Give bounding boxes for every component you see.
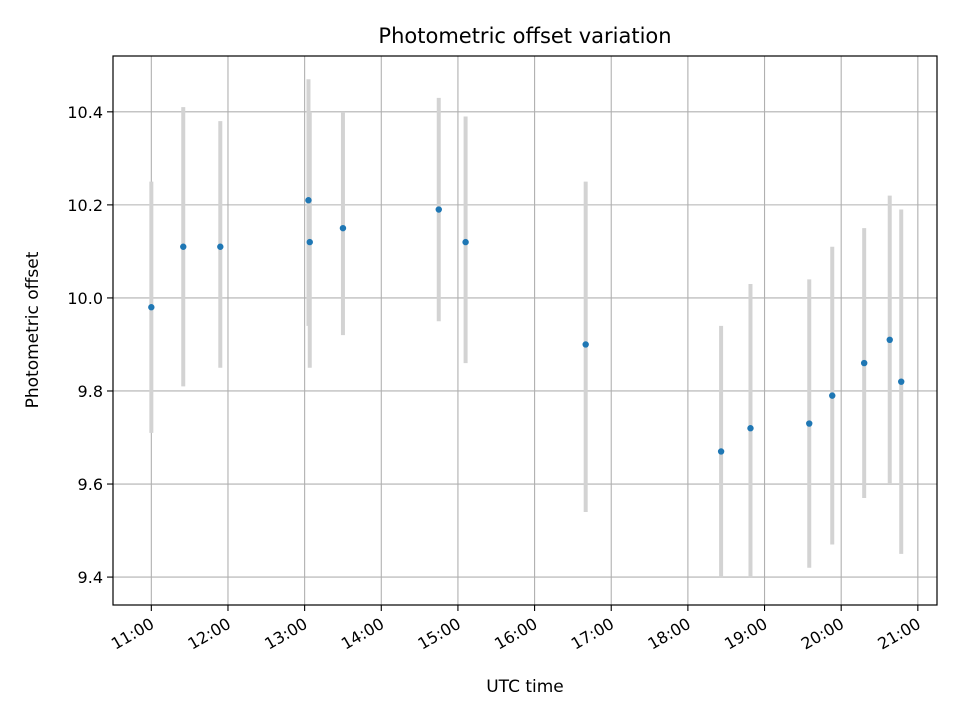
data-point: [435, 206, 442, 213]
grid-layer: [113, 56, 937, 605]
data-point: [306, 238, 313, 246]
y-tick-label: 10.2: [67, 196, 103, 215]
x-axis-label: UTC time: [486, 677, 564, 697]
y-tick-label: 9.6: [78, 475, 103, 494]
data-point: [886, 336, 893, 344]
data-point: [180, 243, 187, 250]
data-point: [860, 359, 868, 367]
data-point: [582, 341, 589, 348]
data-point: [462, 238, 469, 246]
plot-frame: [112, 55, 938, 606]
y-tick-label: 10.4: [67, 103, 103, 122]
data-point: [747, 425, 754, 432]
data-point: [898, 378, 905, 385]
data-point: [148, 304, 155, 311]
point-layer: [148, 197, 905, 455]
data-point: [217, 243, 224, 250]
data-point: [806, 420, 813, 427]
data-point: [717, 448, 725, 455]
data-point: [829, 392, 836, 399]
data-point: [339, 224, 347, 232]
y-tick-label: 9.8: [78, 382, 103, 401]
data-point: [305, 197, 312, 204]
y-axis-label: Photometric offset: [23, 251, 43, 408]
y-tick-label: 10.0: [67, 289, 103, 308]
chart-title: Photometric offset variation: [378, 24, 671, 48]
y-tick-label: 9.4: [78, 568, 103, 587]
